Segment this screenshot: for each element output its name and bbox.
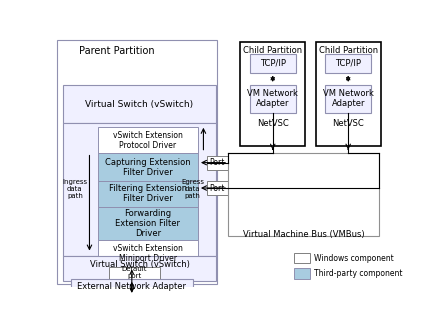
Bar [63, 123, 216, 256]
Bar [98, 206, 198, 241]
Text: Virtual Machine Bus (VMBus): Virtual Machine Bus (VMBus) [243, 230, 364, 239]
Text: Child Partition: Child Partition [319, 46, 378, 55]
Text: NetVSC: NetVSC [332, 119, 364, 128]
Text: TCP/IP: TCP/IP [260, 59, 286, 68]
Text: Port: Port [210, 158, 225, 167]
Bar [98, 127, 198, 153]
Text: Capturing Extension
Filter Driver: Capturing Extension Filter Driver [105, 157, 191, 177]
Text: VM Network
Adapter: VM Network Adapter [323, 89, 374, 109]
Bar [250, 54, 296, 72]
Bar [207, 156, 228, 170]
Text: Port: Port [210, 184, 225, 193]
Bar [109, 267, 160, 279]
Bar [98, 153, 198, 181]
Bar [325, 85, 371, 113]
Text: Forwarding
Extension Filter
Driver: Forwarding Extension Filter Driver [116, 209, 181, 238]
Text: Virtual Switch (vSwitch): Virtual Switch (vSwitch) [85, 99, 194, 109]
Bar [207, 181, 228, 195]
Bar [63, 85, 216, 123]
Bar [294, 268, 310, 279]
Text: External Network Adapter: External Network Adapter [77, 282, 186, 291]
Text: vSwitch Extension
Protocol Driver: vSwitch Extension Protocol Driver [113, 131, 183, 150]
Bar [57, 40, 217, 283]
Bar [63, 256, 216, 281]
Text: Third-party component: Third-party component [313, 269, 402, 278]
Text: Virtual Switch (vSwitch): Virtual Switch (vSwitch) [89, 260, 190, 270]
Bar [294, 253, 310, 263]
Bar [250, 85, 296, 113]
Text: TCP/IP: TCP/IP [335, 59, 361, 68]
Bar [98, 181, 198, 206]
Text: vSwitch Extension
Miniport Driver: vSwitch Extension Miniport Driver [113, 244, 183, 263]
Text: Ingress
data
path: Ingress data path [62, 179, 87, 199]
Bar [316, 42, 381, 147]
Text: Filtering Extension
Filter Driver: Filtering Extension Filter Driver [109, 184, 187, 203]
Text: Default
port: Default port [121, 266, 147, 279]
Bar [228, 153, 379, 236]
Text: VM Network
Adapter: VM Network Adapter [247, 89, 298, 109]
Bar [240, 42, 305, 147]
Text: Parent Partition: Parent Partition [79, 46, 155, 56]
Text: Child Partition: Child Partition [243, 46, 302, 55]
Bar [98, 241, 198, 267]
Bar [325, 54, 371, 72]
Text: Windows component: Windows component [313, 254, 393, 262]
Text: Egress
data
path: Egress data path [181, 179, 204, 199]
Text: NetVSC: NetVSC [257, 119, 289, 128]
Bar [71, 279, 193, 295]
